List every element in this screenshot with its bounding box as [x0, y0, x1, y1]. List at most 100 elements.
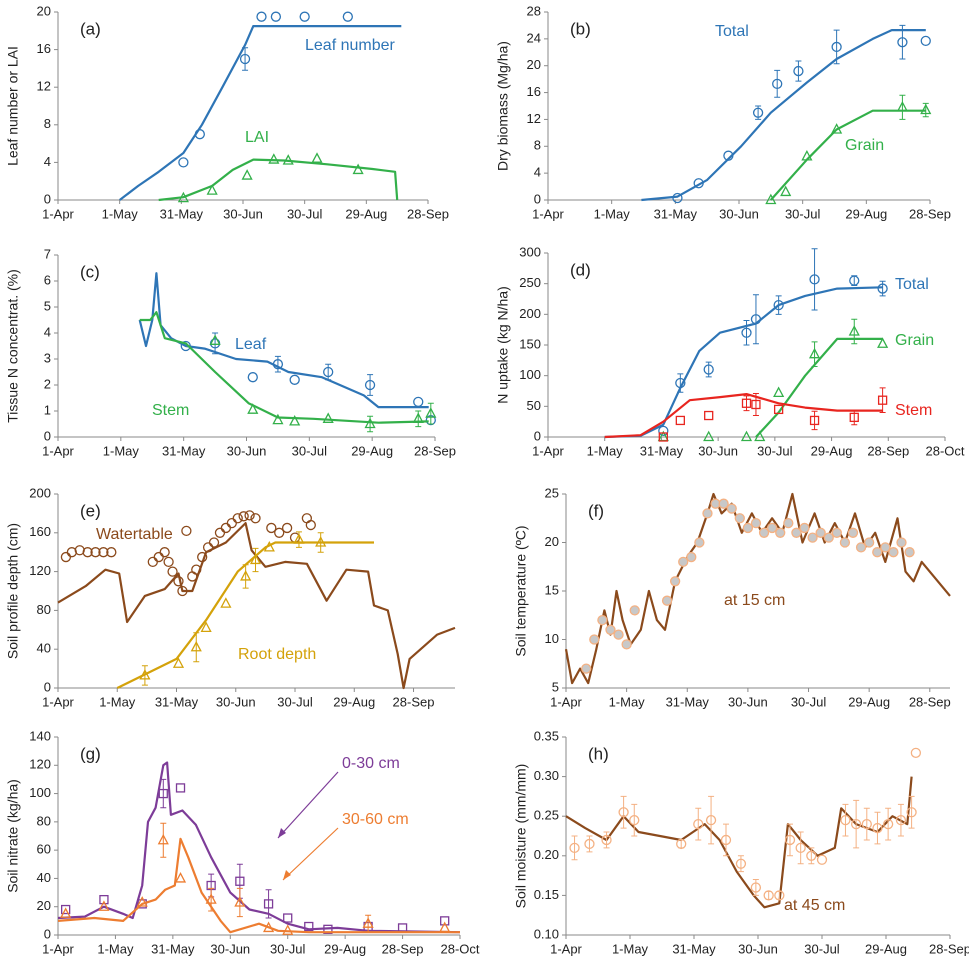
- y-tick-label: 120: [29, 563, 51, 578]
- marker: [766, 522, 778, 534]
- y-tick-label: 150: [519, 336, 541, 351]
- series-label: Leaf: [235, 336, 267, 353]
- x-tick-label: 30-Jul: [292, 443, 328, 458]
- error-bar: [811, 248, 818, 311]
- marker: [581, 663, 592, 674]
- panel-label: (h): [588, 744, 609, 763]
- error-bar: [367, 374, 374, 396]
- y-tick-label: 0: [44, 926, 51, 941]
- error-bar: [899, 24, 906, 60]
- annotation: at 45 cm: [784, 897, 845, 914]
- y-tick-label: 20: [545, 534, 559, 549]
- marker: [322, 412, 334, 423]
- x-tick-label: 31-May: [672, 941, 716, 956]
- marker: [272, 359, 284, 370]
- y-tick-label: 40: [37, 641, 51, 656]
- error-bar: [833, 29, 840, 65]
- annotation: at 15 cm: [724, 592, 785, 609]
- marker: [678, 556, 689, 568]
- marker: [439, 921, 451, 933]
- x-tick-label: 30-Jun: [738, 941, 778, 956]
- marker: [740, 430, 753, 442]
- marker: [815, 527, 826, 538]
- error-bar: [317, 532, 324, 553]
- x-tick-label: 1-May: [99, 694, 136, 709]
- arrowhead: [278, 828, 286, 838]
- series-label: Stem: [152, 402, 189, 419]
- marker: [256, 11, 267, 22]
- marker: [806, 850, 817, 861]
- marker: [136, 896, 148, 907]
- marker: [702, 508, 713, 519]
- x-tick-label: 30-Jul: [277, 694, 313, 709]
- x-tick-label: 30-Jul: [804, 941, 840, 956]
- marker: [272, 413, 284, 425]
- error-bar: [752, 879, 759, 896]
- x-tick-label: 28-Sep: [909, 206, 951, 221]
- error-bar: [160, 778, 167, 809]
- series-label: 30-60 cm: [342, 811, 409, 828]
- y-tick-label: 200: [29, 485, 51, 500]
- marker: [809, 415, 820, 426]
- error-bar: [737, 855, 744, 873]
- error-bar: [874, 811, 881, 845]
- marker: [773, 386, 785, 397]
- marker: [232, 513, 243, 524]
- x-tick-label: 29-Aug: [333, 694, 375, 709]
- marker: [808, 347, 821, 359]
- marker: [791, 527, 802, 538]
- x-tick-label: 30-Jun: [728, 694, 768, 709]
- y-tick-label: 80: [37, 602, 51, 617]
- y-tick-label: 0.35: [534, 728, 559, 743]
- x-tick-label: 30-Jul: [785, 206, 821, 221]
- y-tick-label: 16: [37, 41, 51, 56]
- marker: [301, 513, 313, 524]
- series-line: [57, 837, 460, 934]
- series-line: [604, 393, 883, 439]
- marker: [315, 536, 327, 547]
- error-bar: [265, 889, 272, 919]
- x-tick-label: 28-Sep: [929, 941, 969, 956]
- marker: [904, 547, 915, 558]
- marker: [82, 547, 93, 558]
- marker: [584, 838, 595, 850]
- marker: [412, 412, 424, 423]
- y-tick-label: 24: [527, 30, 541, 45]
- marker: [98, 900, 110, 911]
- marker: [220, 522, 232, 534]
- marker: [205, 893, 217, 904]
- x-tick-label: 30-Jun: [223, 206, 263, 221]
- error-bar: [242, 564, 249, 589]
- marker: [741, 398, 752, 408]
- error-bar: [851, 409, 858, 426]
- x-tick-label: 1-May: [587, 443, 624, 458]
- y-axis-label: Dry biomass (Mg/ha): [495, 41, 511, 171]
- marker: [831, 527, 842, 538]
- arrowhead: [283, 870, 291, 880]
- error-bar: [908, 795, 915, 829]
- series-label: LAI: [245, 129, 269, 146]
- y-tick-label: 140: [29, 728, 51, 743]
- marker: [774, 890, 785, 901]
- y-axis-label: Soil temperature (ºC): [513, 525, 529, 656]
- error-bar: [160, 822, 167, 858]
- marker: [809, 274, 820, 285]
- marker: [167, 566, 178, 577]
- error-bar: [236, 887, 243, 918]
- marker: [823, 532, 834, 543]
- marker: [751, 399, 761, 410]
- error-bar: [242, 47, 249, 71]
- x-tick-label: 28-Oct: [440, 941, 479, 956]
- marker: [726, 503, 737, 514]
- marker: [896, 537, 907, 548]
- y-tick-label: 20: [527, 57, 541, 72]
- x-tick-label: 29-Aug: [324, 941, 366, 956]
- marker: [177, 191, 189, 203]
- y-tick-label: 0.10: [534, 926, 559, 941]
- y-tick-label: 60: [37, 842, 51, 857]
- error-bar: [274, 355, 281, 373]
- panel-label: (a): [80, 19, 101, 38]
- marker: [220, 597, 232, 608]
- error-bar: [811, 341, 818, 367]
- y-tick-label: 80: [37, 813, 51, 828]
